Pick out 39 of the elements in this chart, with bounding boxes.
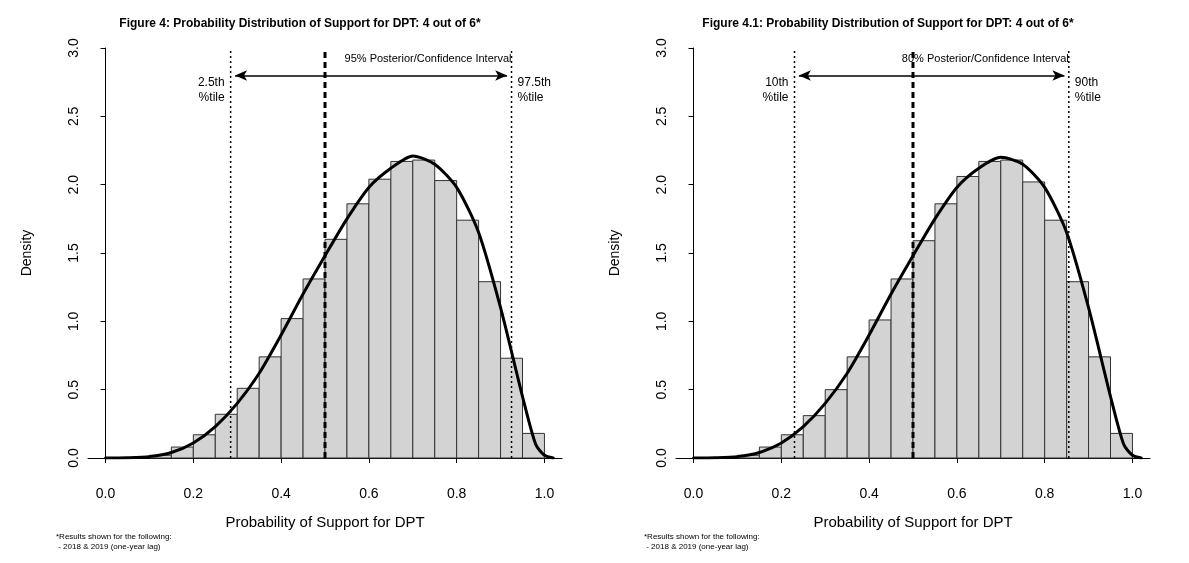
y-tick-label: 1.5 xyxy=(653,243,669,263)
ref-line-label: 10th %tile xyxy=(762,74,789,104)
ref-line-label: 97.5th %tile xyxy=(517,74,551,104)
x-tick-label: 0.0 xyxy=(95,485,116,501)
y-tick-label: 0.5 xyxy=(65,379,81,400)
x-tick-label: 0.6 xyxy=(359,485,379,501)
y-tick-label: 2.5 xyxy=(65,106,81,127)
x-tick-label: 0.8 xyxy=(446,485,467,501)
annotation: 95% Posterior/Confidence Interval xyxy=(344,51,512,64)
y-axis-title: Density xyxy=(606,229,622,277)
x-axis-title: Probability of Support for DPT xyxy=(225,513,425,530)
ref-line-label: 2.5th %tile xyxy=(197,74,225,104)
text: *Results shown for the following: - 2018 & 2019 (one-year lag) xyxy=(56,531,172,551)
ref-line-label: 90th %tile xyxy=(1074,74,1102,104)
y-tick-label: 2.0 xyxy=(653,174,669,195)
chart-title: Figure 4: Probability Distribution of Support for DPT: 4 out of 6* xyxy=(119,16,481,30)
x-tick-label: 0.4 xyxy=(859,485,880,501)
x-tick-label: 0.4 xyxy=(271,485,292,501)
text: *Results shown for the following: - 2018 & 2019 (one-year lag) xyxy=(644,531,760,551)
x-tick-label: 0.8 xyxy=(1034,485,1055,501)
y-tick-label: 1.0 xyxy=(65,311,81,332)
x-tick-label: 1.0 xyxy=(1122,485,1143,501)
y-tick-label: 1.0 xyxy=(653,311,669,332)
x-tick-label: 0.0 xyxy=(683,485,704,501)
x-tick-label: 0.6 xyxy=(947,485,967,501)
y-axis-title: Density xyxy=(18,229,34,277)
y-tick-label: 2.0 xyxy=(65,174,81,195)
y-tick-label: 0.0 xyxy=(65,448,81,468)
y-tick-label: 0.0 xyxy=(653,448,669,468)
x-tick-label: 1.0 xyxy=(534,485,555,501)
chart-title: Figure 4.1: Probability Distribution of Support for DPT: 4 out of 6* xyxy=(702,16,1074,30)
y-tick-label: 3.0 xyxy=(653,38,669,58)
y-tick-label: 0.5 xyxy=(653,379,669,400)
y-tick-label: 3.0 xyxy=(65,38,81,58)
y-tick-label: 1.5 xyxy=(65,243,81,263)
x-tick-label: 0.2 xyxy=(771,485,792,501)
x-tick-label: 0.2 xyxy=(183,485,204,501)
y-tick-label: 2.5 xyxy=(653,106,669,127)
x-axis-title: Probability of Support for DPT xyxy=(813,513,1013,530)
